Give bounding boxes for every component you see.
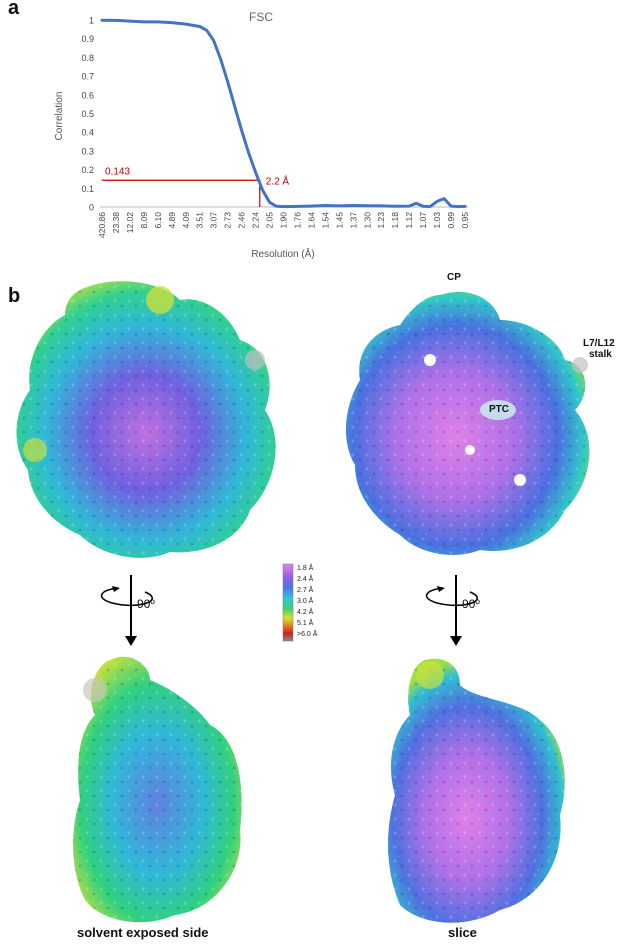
legend-label: 1.8 Å bbox=[297, 563, 314, 572]
x-tick-label: 1.18 bbox=[390, 212, 400, 229]
x-tick-label: 1.90 bbox=[279, 212, 289, 229]
legend-label: 3.0 Å bbox=[297, 596, 314, 605]
rotation-label-right: 90º bbox=[462, 597, 480, 611]
x-tick-label: 420.86 bbox=[97, 212, 107, 238]
y-tick-label: 1 bbox=[89, 16, 94, 26]
x-tick-label: 1.07 bbox=[418, 212, 428, 229]
map-top-right bbox=[345, 291, 590, 555]
x-tick-label: 1.30 bbox=[362, 212, 372, 229]
y-tick-label: 0.6 bbox=[81, 90, 94, 100]
legend-label: 4.2 Å bbox=[297, 607, 314, 616]
rotation-label-left: 90º bbox=[137, 597, 155, 611]
x-tick-label: 1.12 bbox=[404, 212, 414, 229]
map-bottom-right bbox=[388, 658, 565, 923]
y-tick-label: 0.5 bbox=[81, 109, 94, 119]
caption-slice: slice bbox=[448, 925, 477, 940]
resolution-color-legend: 1.8 Å 2.4 Å 2.7 Å 3.0 Å 4.2 Å 5.1 Å >6.0 Å bbox=[282, 563, 318, 642]
rotation-arrow-right: 90º bbox=[425, 575, 480, 646]
density-maps: 1.8 Å 2.4 Å 2.7 Å 3.0 Å 4.2 Å 5.1 Å >6.0 Å 90º… bbox=[16, 281, 590, 923]
fsc-chart: FSC Correlation Resolution (Å) 0 0.1 0.2 0.… bbox=[54, 10, 470, 260]
x-tick-label: 23.38 bbox=[111, 212, 121, 234]
x-tick-label: 8.09 bbox=[139, 212, 149, 229]
annotation-l7-l12: L7/L12 bbox=[583, 338, 615, 349]
annotation-cp: CP bbox=[447, 272, 461, 283]
x-tick-label: 4.09 bbox=[181, 212, 191, 229]
caption-solvent-exposed-side: solvent exposed side bbox=[77, 925, 209, 940]
threshold-resolution-label: 2.2 Å bbox=[266, 174, 290, 187]
x-tick-label: 2.05 bbox=[265, 212, 275, 229]
x-tick-label: 0.99 bbox=[446, 212, 456, 229]
y-tick-label: 0 bbox=[89, 203, 94, 213]
x-tick-label: 6.10 bbox=[153, 212, 163, 229]
y-tick-label: 0.3 bbox=[81, 146, 94, 156]
y-tick-label: 0.9 bbox=[81, 34, 94, 44]
x-tick-label: 3.07 bbox=[209, 212, 219, 229]
y-tick-label: 0.4 bbox=[81, 128, 94, 138]
x-tick-label: 1.64 bbox=[306, 212, 316, 229]
legend-label: 2.4 Å bbox=[297, 574, 314, 583]
x-tick-label: 1.76 bbox=[292, 212, 302, 229]
legend-label: 2.7 Å bbox=[297, 585, 314, 594]
x-tick-label: 12.02 bbox=[125, 212, 135, 234]
x-tick-label: 1.37 bbox=[348, 212, 358, 229]
x-tick-label: 3.51 bbox=[195, 212, 205, 229]
rotation-arrow-left: 90º bbox=[100, 575, 155, 646]
x-tick-label: 1.45 bbox=[334, 212, 344, 229]
panel-label-a: a bbox=[8, 0, 20, 19]
x-tick-label: 4.89 bbox=[167, 212, 177, 229]
x-axis-label: Resolution (Å) bbox=[251, 247, 314, 260]
chart-title: FSC bbox=[249, 10, 273, 24]
y-tick-label: 0.2 bbox=[81, 165, 94, 175]
map-bottom-left bbox=[73, 656, 242, 923]
legend-label: 5.1 Å bbox=[297, 618, 314, 627]
y-tick-label: 0.7 bbox=[81, 72, 94, 82]
legend-label: >6.0 Å bbox=[297, 629, 318, 638]
y-tick-label: 0.8 bbox=[81, 53, 94, 63]
x-tick-label: 0.95 bbox=[460, 212, 470, 229]
x-tick-label: 2.46 bbox=[237, 212, 247, 229]
annotation-stalk: stalk bbox=[589, 349, 612, 360]
threshold-value-label: 0.143 bbox=[105, 166, 130, 177]
x-tick-label: 1.23 bbox=[376, 212, 386, 229]
x-tick-label: 2.73 bbox=[223, 212, 233, 229]
map-top-left bbox=[16, 281, 276, 558]
y-tick-label: 0.1 bbox=[81, 184, 94, 194]
x-tick-label: 1.54 bbox=[320, 212, 330, 229]
panel-label-b: b bbox=[8, 285, 21, 307]
fsc-series-line bbox=[100, 18, 467, 209]
x-tick-label: 1.03 bbox=[432, 212, 442, 229]
annotation-ptc: PTC bbox=[489, 404, 509, 415]
x-tick-label: 2.24 bbox=[251, 212, 261, 229]
y-axis-label: Correlation bbox=[54, 92, 65, 141]
